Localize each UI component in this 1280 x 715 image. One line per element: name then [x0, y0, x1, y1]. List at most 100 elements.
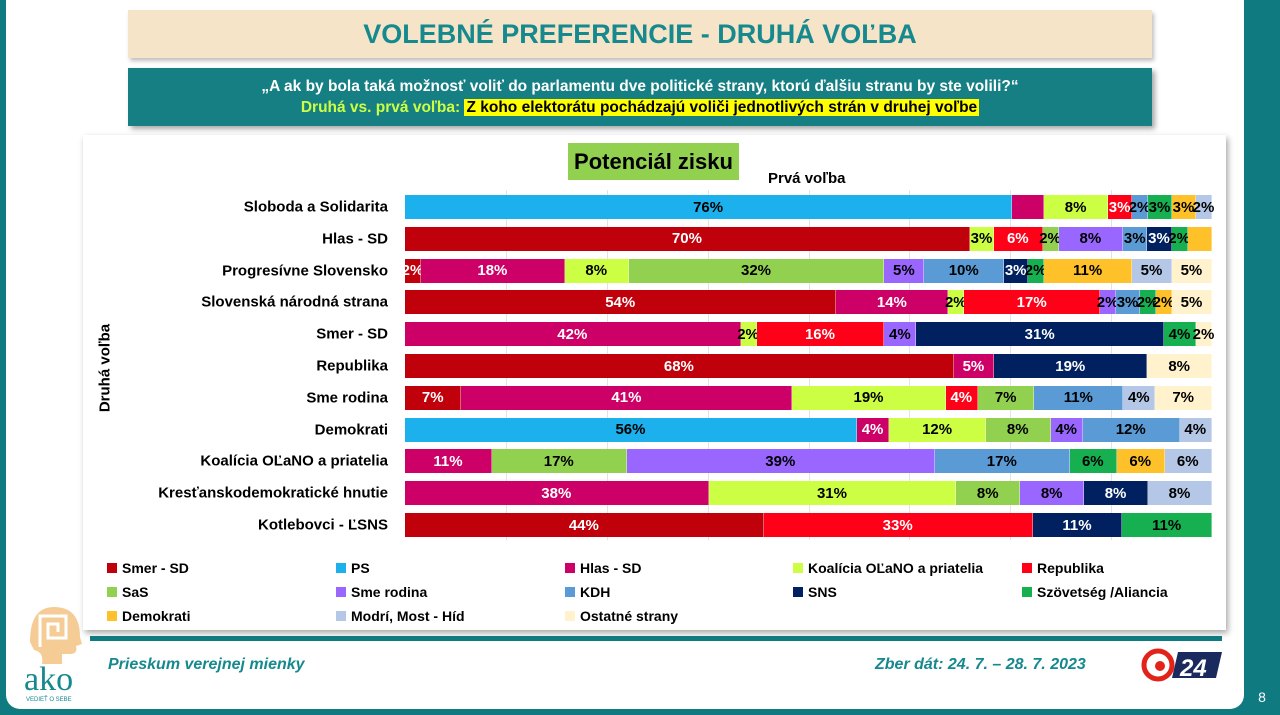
legend-item: KDH: [565, 584, 610, 600]
bar-segment: 6%: [1164, 449, 1212, 474]
segment-label: 2%: [1168, 230, 1190, 248]
stacked-bar: 54% 14% 2% 17% 2% 3% 2% 2% 5%: [405, 290, 1212, 315]
bar-segment: 44%: [405, 513, 764, 537]
bar-segment: 70%: [405, 226, 970, 251]
row-label: Kotlebovci - ĽSNS: [257, 516, 388, 534]
row-label: Sme rodina: [306, 389, 388, 407]
bar-segment: 5%: [884, 258, 925, 283]
segment-label: 2%: [1136, 293, 1159, 311]
legend-label: SNS: [808, 584, 837, 600]
bar-segment: 3%: [1123, 226, 1148, 251]
footer-dates: Zber dát: 24. 7. – 28. 7. 2023: [875, 656, 1086, 673]
legend-item: Modrí, Most - Híd: [336, 608, 465, 624]
legend-swatch: [336, 587, 346, 597]
legend-item: SaS: [107, 584, 148, 600]
question-text: „A ak by bola taká možnosť voliť do parl…: [261, 78, 1019, 95]
legend-label: Hlas - SD: [580, 560, 642, 576]
segment-label: 38%: [541, 484, 572, 502]
segment-label: 41%: [611, 389, 642, 407]
bar-segment: 2%: [1024, 258, 1047, 283]
bar-segment: 3%: [1148, 195, 1172, 219]
legend-item: SNS: [793, 584, 837, 600]
segment-label: 18%: [477, 262, 508, 280]
legend-label: SaS: [122, 584, 149, 600]
segment-label: 42%: [557, 325, 588, 343]
x-axis-label: Prvá voľba: [768, 170, 846, 187]
legend-label: Republika: [1037, 560, 1104, 576]
bar-segment: 31%: [708, 481, 957, 506]
bar-segment: 8%: [1147, 354, 1212, 378]
svg-text:ako: ako: [24, 661, 73, 698]
segment-label: 39%: [765, 452, 796, 470]
legend-swatch: [336, 563, 346, 573]
legend-item: PS: [336, 560, 370, 576]
legend-label: Ostatné strany: [580, 608, 679, 624]
bar-segment: 32%: [628, 258, 885, 283]
segment-label: 2%: [1039, 230, 1061, 248]
segment-label: 68%: [663, 357, 694, 375]
bar-segment: 11%: [1122, 513, 1212, 537]
legend-item: Smer - SD: [107, 560, 189, 576]
bar-segment: 3%: [969, 226, 995, 251]
legend-swatch: [336, 611, 346, 621]
bar-segment: 11%: [405, 449, 493, 474]
bar-segment: 8%: [1044, 195, 1109, 219]
bar-segment: 2%: [402, 258, 423, 283]
bar-segment: 17%: [964, 290, 1101, 315]
segment-label: 2%: [1128, 198, 1151, 216]
segment-label: 11%: [1062, 516, 1092, 534]
bar-segment: 8%: [1058, 226, 1124, 251]
segment-label: 31%: [816, 484, 847, 502]
segment-label: 8%: [1006, 421, 1029, 439]
bar-segment: 12%: [1082, 417, 1180, 442]
segment-label: 3%: [1148, 230, 1170, 248]
segment-label: 33%: [882, 516, 913, 534]
stacked-bar: 38% 31% 8% 8% 8% 8%: [405, 481, 1212, 506]
y-axis-label: Druhá voľba: [96, 323, 114, 413]
bar-segment: 5%: [953, 354, 995, 378]
segment-label: 17%: [543, 452, 574, 470]
segment-label: 5%: [1180, 293, 1203, 311]
segment-label: 11%: [1152, 516, 1182, 534]
segment-label: 3%: [1116, 293, 1139, 311]
segment-label: 8%: [585, 262, 608, 280]
row-label: Slovenská národná strana: [201, 293, 388, 311]
segment-label: 3%: [1004, 262, 1027, 280]
segment-label: 3%: [1148, 198, 1171, 216]
ako-logo: ako VEDIEŤ O SEBE: [24, 607, 82, 703]
segment-label: 32%: [741, 262, 772, 280]
bar-segment: 7%: [1155, 385, 1212, 410]
bar-segment: 39%: [626, 449, 936, 474]
segment-label: 70%: [671, 230, 702, 248]
bar-segment: 2%: [1136, 290, 1159, 315]
segment-label: 4%: [1127, 389, 1150, 407]
segment-label: 3%: [1123, 230, 1146, 248]
segment-label: 5%: [892, 262, 915, 280]
page-number: 8: [1244, 678, 1280, 715]
bar-segment: 18%: [420, 258, 565, 283]
legend-swatch: [793, 563, 803, 573]
legend-label: Smer - SD: [122, 560, 189, 576]
svg-text:VEDIEŤ O SEBE: VEDIEŤ O SEBE: [26, 695, 72, 703]
segment-label: 56%: [615, 421, 646, 439]
bar-segment: 7%: [977, 385, 1035, 410]
segment-label: 2%: [1192, 198, 1215, 216]
bar-segment: 8%: [564, 258, 629, 283]
legend-swatch: [565, 587, 575, 597]
footer-survey: Prieskum verejnej mienky: [108, 656, 305, 673]
segment-label: 2%: [944, 293, 967, 311]
bar-segment: 4%: [856, 417, 890, 442]
bar-segment: 8%: [1084, 481, 1149, 506]
segment-label: 16%: [804, 325, 835, 343]
bar-segment: [1012, 195, 1045, 219]
segment-label: 7%: [994, 389, 1017, 407]
segment-label: 4%: [950, 389, 973, 407]
legend-label: KDH: [580, 584, 611, 600]
bar-segment: 4%: [1050, 417, 1083, 442]
row-label: Smer - SD: [316, 325, 388, 343]
segment-label: 8%: [1064, 198, 1087, 216]
row-label: Kresťanskodemokratické hnutie: [158, 484, 388, 502]
segment-label: 2%: [1024, 262, 1047, 280]
legend-item: Republika: [1022, 560, 1104, 576]
bar-segment: 3%: [1147, 226, 1172, 251]
